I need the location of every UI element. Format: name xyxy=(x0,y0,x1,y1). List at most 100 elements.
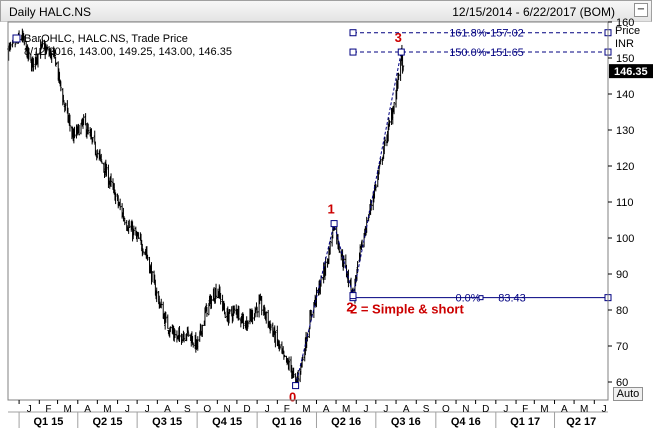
quarter-label: Q1 15 xyxy=(33,416,63,428)
month-tick-label: J xyxy=(27,404,32,415)
month-tick-label: J xyxy=(364,404,369,415)
ohlc-bar xyxy=(155,287,158,303)
quarter-label: Q4 15 xyxy=(212,416,242,428)
month-tick-label: D xyxy=(482,404,489,415)
ohlc-bar xyxy=(219,292,222,305)
chart-title: Daily HALC.NS xyxy=(9,5,92,19)
ohlc-bar xyxy=(237,305,240,320)
ohlc-bar xyxy=(166,314,169,330)
ohlc-bar xyxy=(59,81,62,92)
ohlc-bar xyxy=(91,137,94,143)
ohlc-bar xyxy=(288,356,291,371)
month-tick-label: M xyxy=(580,404,588,415)
ohlc-bar xyxy=(100,153,103,163)
ohlc-bar xyxy=(64,102,67,111)
ohlc-bar xyxy=(260,295,263,316)
ohlc-bar xyxy=(263,304,266,316)
quarter-label: Q1 16 xyxy=(272,416,302,428)
quarter-label: Q4 16 xyxy=(451,416,481,428)
y-tick-label: 80 xyxy=(616,305,628,317)
ohlc-bar xyxy=(37,53,39,68)
wave-point-handle[interactable] xyxy=(292,382,300,390)
ohlc-bar xyxy=(110,173,113,187)
month-tick-label: M xyxy=(342,404,350,415)
ohlc-bar xyxy=(402,65,405,71)
fib-handle[interactable] xyxy=(349,48,357,56)
ohlc-bar xyxy=(114,192,117,205)
ohlc-bar xyxy=(196,336,199,351)
ohlc-bar xyxy=(183,332,186,343)
ohlc-bar xyxy=(246,320,249,331)
ohlc-bar xyxy=(128,219,131,228)
y-tick-label: 70 xyxy=(616,341,628,353)
y-tick-label: 60 xyxy=(616,377,628,389)
month-tick-label: J xyxy=(602,404,607,415)
quarter-label: Q2 16 xyxy=(331,416,361,428)
ohlc-bar xyxy=(187,331,190,337)
ohlc-bar xyxy=(160,298,163,309)
fib-handle[interactable] xyxy=(349,29,357,37)
y-tick-label: 100 xyxy=(616,233,634,245)
ohlc-bar xyxy=(251,309,254,325)
ohlc-bar xyxy=(169,326,172,332)
price-axis-unit: INR xyxy=(615,38,634,50)
ohlc-bar xyxy=(82,114,85,126)
y-tick-label: 140 xyxy=(616,89,634,101)
month-tick-label: A xyxy=(164,404,171,415)
elliott-wave-path: 0 1 2 3 2 = Simple & short xyxy=(289,30,464,405)
ohlc-bar xyxy=(338,243,341,254)
ohlc-bar xyxy=(388,120,391,127)
ohlc-bar xyxy=(173,329,176,338)
month-tick-label: N xyxy=(224,404,231,415)
ohlc-bar xyxy=(53,49,56,57)
month-tick-label: J xyxy=(265,404,270,415)
y-tick-label: 150 xyxy=(616,53,634,65)
month-tick-label: O xyxy=(203,404,211,415)
ohlc-bar xyxy=(215,283,218,299)
ohlc-bar xyxy=(191,336,194,345)
ohlc-bar xyxy=(393,102,396,115)
minimize-icon[interactable]: − xyxy=(634,3,648,17)
ohlc-bar xyxy=(178,326,181,342)
ohlc-bar xyxy=(242,313,245,330)
ohlc-bar xyxy=(137,232,140,240)
y-tick-label: 120 xyxy=(616,161,634,173)
ohlc-bar xyxy=(55,62,58,66)
ohlc-bar xyxy=(228,309,231,314)
ohlc-bar xyxy=(187,326,189,333)
wave-point-handle[interactable] xyxy=(349,292,357,300)
ohlc-bar xyxy=(201,324,204,337)
ohlc-bar xyxy=(50,52,53,63)
wave-point-handle[interactable] xyxy=(330,220,338,228)
ohlc-bar xyxy=(278,344,281,350)
fib-level[interactable]: 150.0%-151.65 xyxy=(349,47,612,59)
ohlc-bar xyxy=(142,248,144,255)
ohlc-bar xyxy=(205,306,208,317)
fib-level[interactable]: 161.8%-157.02 xyxy=(349,28,612,40)
ohlc-bar xyxy=(329,240,332,255)
ohlc-bar xyxy=(23,35,26,46)
y-tick-label: 110 xyxy=(616,197,634,209)
month-tick-label: A xyxy=(403,404,410,415)
fib-handle[interactable] xyxy=(478,295,484,301)
fib-price-label: 83.43 xyxy=(498,293,526,305)
ohlc-bar xyxy=(383,136,386,147)
ohlc-bar xyxy=(265,311,268,324)
ohlc-bar xyxy=(233,305,236,314)
month-tick-label: N xyxy=(462,404,469,415)
quarter-label: Q3 16 xyxy=(391,416,421,428)
ohlc-bar xyxy=(32,58,35,72)
ohlc-bar xyxy=(132,225,135,236)
wave-point-handle[interactable] xyxy=(397,48,405,56)
auto-scale-button[interactable]: Auto xyxy=(613,387,643,401)
ohlc-bar xyxy=(274,330,277,348)
ohlc-bar xyxy=(256,307,259,318)
ohlc-bar xyxy=(105,163,108,177)
y-tick-label: 90 xyxy=(616,269,628,281)
chart-settings-icon[interactable] xyxy=(12,34,21,43)
quarter-label: Q2 15 xyxy=(92,416,122,428)
ohlc-bar xyxy=(123,217,126,226)
ohlc-bar xyxy=(374,184,377,192)
ohlc-bar xyxy=(210,295,213,309)
